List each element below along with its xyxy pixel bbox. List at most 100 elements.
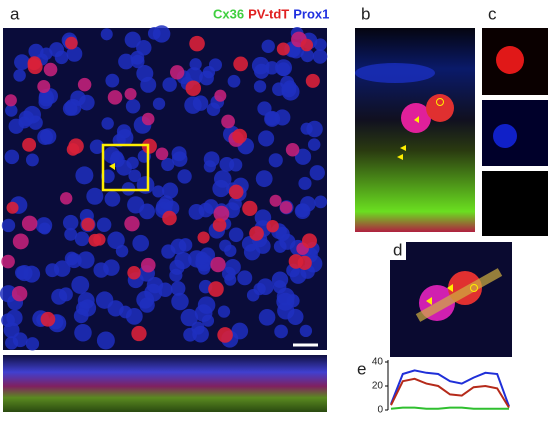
pv-cell [288,254,304,269]
nucleus [101,117,114,130]
pv-cell [131,325,147,342]
pv-cell [1,254,15,269]
pv-cell [127,266,141,280]
series-line [390,377,510,409]
nucleus [116,124,132,139]
pv-cell [269,194,282,207]
nucleus [62,101,78,116]
nucleus [286,294,300,308]
line-scan [415,268,503,322]
nucleus [13,69,26,82]
legend-entry: Prox1 [293,6,329,21]
arrowhead [400,145,406,151]
nucleus [279,233,296,250]
nucleus [258,309,276,326]
nucleus [18,116,31,129]
nucleus [183,327,197,342]
nucleus [224,259,241,276]
nucleus [28,115,43,130]
nucleus [212,179,230,198]
nucleus [273,280,287,294]
nucleus [118,53,134,70]
legend-entry: PV-tdT [248,6,289,21]
arrowhead [414,116,419,123]
nucleus [5,104,18,117]
nucleus [203,151,220,168]
pv-cell [37,80,51,93]
y-tick-label: 0 [377,405,383,416]
nucleus [206,102,221,117]
nucleus [37,129,54,145]
nucleus [281,82,297,98]
pv-cell [217,327,233,343]
nucleus [161,157,175,172]
pv-cell [11,285,28,302]
nucleus [130,50,145,65]
pv-cell [233,56,248,72]
y-tick-label: 20 [372,381,384,392]
pv-cell [141,112,155,126]
nucleus [58,287,73,302]
nucleus [180,308,199,327]
nucleus [219,156,235,172]
panel-label: a [10,4,20,23]
nucleus [189,58,202,71]
blob [355,63,435,83]
nucleus [74,231,90,247]
pv-cell [4,94,17,107]
nucleus [35,217,53,234]
nucleus [299,324,313,338]
pv-cell [213,205,230,222]
nucleus [152,185,165,198]
nucleus [170,281,186,296]
pv-cell [197,231,210,244]
arrowhead [397,154,403,160]
pv-cell [43,62,58,77]
nucleus [75,166,94,185]
nucleus [219,239,232,252]
nucleus [300,49,315,63]
nucleus [107,231,125,250]
nucleus [227,74,241,88]
nucleus [125,307,143,325]
pv-cell [68,138,84,154]
pv-cell [189,35,205,52]
panel-label: d [393,240,402,259]
nucleus [64,251,79,266]
y-tick-label: 40 [372,357,384,368]
cell [426,94,454,122]
nucleus [4,149,20,165]
panel-label: b [361,4,370,23]
arrowhead [109,163,115,170]
nucleus [255,238,271,254]
pv-cell [285,142,300,157]
nucleus [77,251,95,269]
pv-cell [6,201,19,214]
nucleus [14,54,30,71]
pv-cell [141,138,157,154]
nucleus [314,38,327,51]
pv-cell [232,128,248,144]
nucleus [307,138,321,151]
nucleus [93,262,109,278]
nucleus [198,262,211,275]
pv-cell [242,200,258,217]
pv-cell [214,89,227,102]
nucleus [261,39,275,53]
nucleus [125,99,141,114]
nucleus [104,191,121,207]
nucleus [136,65,154,83]
nucleus [162,182,179,199]
nucleus [312,49,328,64]
nucleus [45,263,60,278]
nucleus [298,176,312,190]
nucleus [314,195,328,209]
pv-cell [228,184,244,200]
nucleus [147,26,161,40]
nucleus [14,265,29,280]
pv-cell [212,218,227,232]
nucleus [177,169,192,184]
pv-cell [40,311,56,327]
